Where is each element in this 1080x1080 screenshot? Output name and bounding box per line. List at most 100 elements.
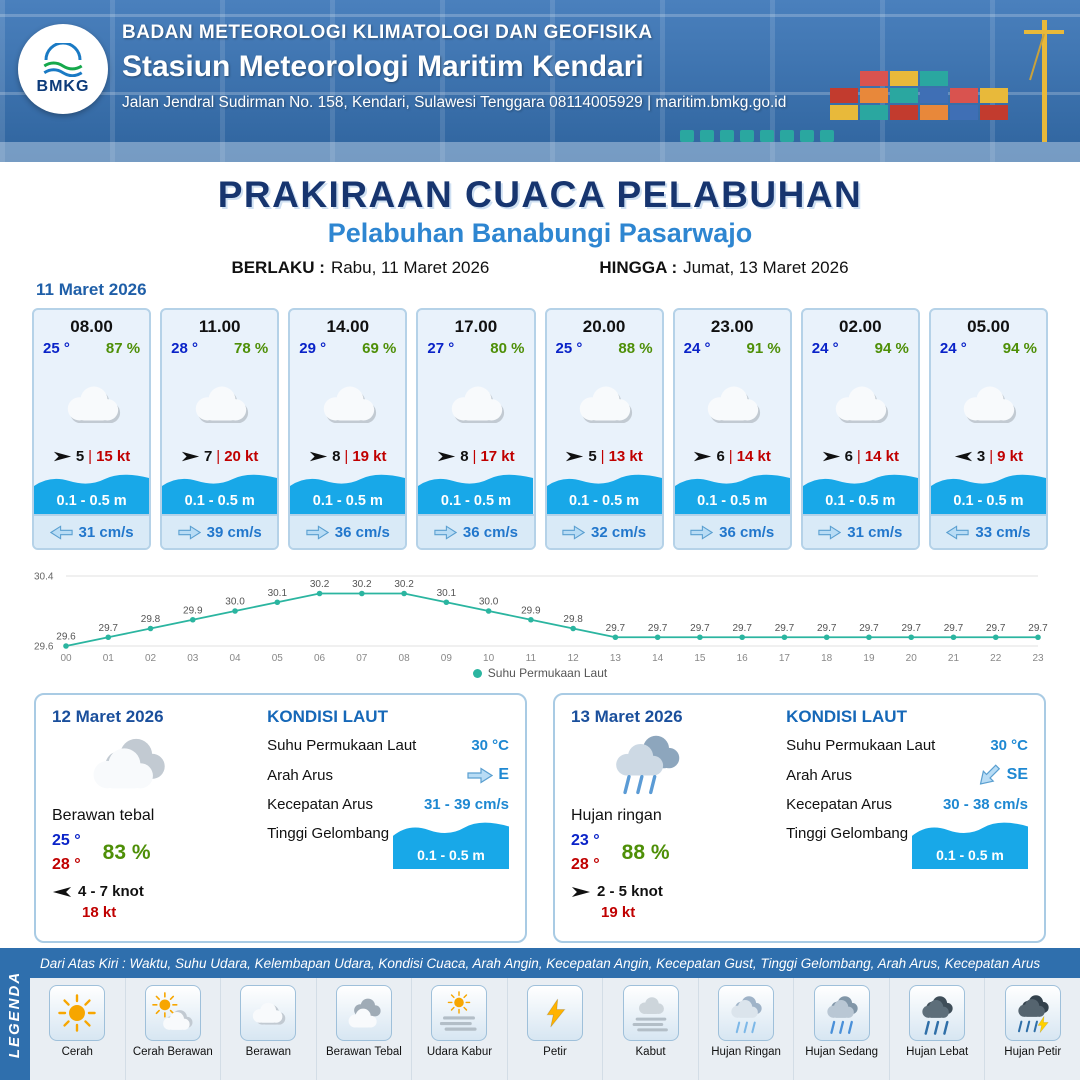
divider: | xyxy=(88,448,93,465)
svg-text:30.4: 30.4 xyxy=(34,572,54,583)
svg-text:09: 09 xyxy=(441,653,453,664)
daily-gust: 19 kt xyxy=(601,904,636,921)
svg-text:16: 16 xyxy=(737,653,749,664)
svg-text:30.2: 30.2 xyxy=(394,579,414,590)
svg-text:03: 03 xyxy=(187,653,199,664)
wave-height-band: 0.1 - 0.5 m xyxy=(290,470,405,514)
moderate-rain-icon xyxy=(813,985,870,1041)
svg-text:05: 05 xyxy=(272,653,284,664)
sea-title: KONDISI LAUT xyxy=(267,707,388,726)
bmkg-logo-icon xyxy=(43,42,83,77)
forecast-card: 20.00 25 ° 88 % 5 | 13 kt 0.1 - 0.5 m 32 … xyxy=(544,308,664,550)
validity-row: BERLAKU : Rabu, 11 Maret 2026 HINGGA : Jum… xyxy=(0,258,1080,278)
wave-height-value: 0.1 - 0.5 m xyxy=(417,847,485,863)
svg-text:29.7: 29.7 xyxy=(690,623,710,634)
valid-from-value: Rabu, 11 Maret 2026 xyxy=(330,258,490,277)
current-speed: 32 cm/s xyxy=(591,523,647,541)
wind-gust: 13 kt xyxy=(608,448,643,465)
cloud-icon xyxy=(162,357,277,448)
sun-icon xyxy=(49,985,106,1041)
header-floor xyxy=(0,142,1080,162)
legend-item: Hujan Lebat xyxy=(888,978,985,1080)
divider: | xyxy=(216,448,221,465)
forecast-card: 23.00 24 ° 91 % 6 | 14 kt 0.1 - 0.5 m 36 … xyxy=(672,308,792,550)
svg-text:02: 02 xyxy=(145,653,157,664)
daily-date: 13 Maret 2026 xyxy=(571,707,683,726)
cloud-icon xyxy=(290,357,405,448)
wind-gust: 20 kt xyxy=(224,448,259,465)
daily-condition: Berawan tebal xyxy=(52,807,155,824)
svg-text:22: 22 xyxy=(990,653,1002,664)
current-speed-label: Kecepatan Arus xyxy=(267,796,373,813)
wind-gust: 9 kt xyxy=(997,448,1023,465)
daily-temp-min: 25 ° xyxy=(52,832,81,849)
svg-text:01: 01 xyxy=(103,653,115,664)
current-row: 36 cm/s xyxy=(418,514,534,548)
legend-label: Hujan Petir xyxy=(1004,1046,1062,1058)
wave-label: Tinggi Gelombang xyxy=(786,825,909,842)
current-speed: 36 cm/s xyxy=(334,523,390,541)
bmkg-logo-text: BMKG xyxy=(36,77,90,95)
header-beam xyxy=(0,92,1080,95)
svg-text:29.8: 29.8 xyxy=(141,614,161,625)
sea-conditions: KONDISI LAUT Suhu Permukaan Laut 30 °C A… xyxy=(259,707,509,931)
valid-from-label: BERLAKU : xyxy=(231,258,325,277)
header: BMKG BADAN METEOROLOGI KLIMATOLOGI DAN G… xyxy=(0,0,1080,162)
valid-until: HINGGA : Jumat, 13 Maret 2026 xyxy=(599,258,848,278)
agency-name: BADAN METEOROLOGI KLIMATOLOGI DAN GEOFIS… xyxy=(122,22,653,43)
current-row: 32 cm/s xyxy=(546,514,662,548)
wave-height-band: 0.1 - 0.5 m xyxy=(34,470,149,514)
thick-cloud-icon xyxy=(335,985,392,1041)
svg-text:20: 20 xyxy=(906,653,918,664)
svg-text:30.1: 30.1 xyxy=(268,588,288,599)
wind-direction-icon xyxy=(53,451,72,462)
legend-title: LEGENDA xyxy=(6,970,24,1058)
current-direction-icon xyxy=(818,525,841,540)
forecast-card: 14.00 29 ° 69 % 8 | 19 kt 0.1 - 0.5 m 36 … xyxy=(288,308,408,550)
wind-direction-icon xyxy=(181,451,200,462)
divider: | xyxy=(728,448,733,465)
svg-text:13: 13 xyxy=(610,653,622,664)
sun-cloud-icon xyxy=(144,985,201,1041)
daily-wind-range: 4 - 7 knot xyxy=(78,883,144,900)
card-temp: 24 ° xyxy=(683,340,711,357)
wave-label: Tinggi Gelombang xyxy=(267,825,390,842)
card-temp: 24 ° xyxy=(811,340,839,357)
daily-temp-row: 25 ° 28 ° 83 % xyxy=(52,829,253,877)
card-time: 17.00 xyxy=(454,317,498,336)
svg-text:29.7: 29.7 xyxy=(986,623,1006,634)
title-block: PRAKIRAAN CUACA PELABUHAN Pelabuhan Bana… xyxy=(0,162,1080,280)
cloud-icon xyxy=(418,357,533,448)
port-name: Pelabuhan Banabungi Pasarwajo xyxy=(327,218,753,248)
daily-temp-row: 23 ° 28 ° 88 % xyxy=(571,829,772,877)
card-wind-row: 6 | 14 kt xyxy=(803,448,918,470)
legend-item: Berawan xyxy=(220,978,316,1080)
wind-speed: 6 xyxy=(716,448,725,465)
wind-direction-icon xyxy=(693,451,712,462)
daily-condition: Hujan ringan xyxy=(571,807,662,824)
wind-gust: 19 kt xyxy=(352,448,387,465)
card-wind-row: 6 | 14 kt xyxy=(675,448,790,470)
sst-chart-block: 30.4 29.6 29.6 00 29.7 01 29.8 02 29.9 03 30.0 04 30… xyxy=(0,558,1080,688)
daily-card: 13 Maret 2026 Hujan ringan 23 ° 28 ° 88 … xyxy=(553,693,1046,943)
daily-left: 13 Maret 2026 Hujan ringan 23 ° 28 ° 88 … xyxy=(571,707,772,931)
forecast-card: 05.00 24 ° 94 % 3 | 9 kt 0.1 - 0.5 m 33 c… xyxy=(928,308,1048,550)
wind-direction-icon xyxy=(954,451,973,462)
cloud-icon xyxy=(931,357,1046,448)
sea-title: KONDISI LAUT xyxy=(786,707,907,726)
wave-height: 0.1 - 0.5 m xyxy=(440,493,511,509)
cloud-icon xyxy=(34,357,149,448)
legend-item: Cerah xyxy=(30,978,125,1080)
card-wind-row: 5 | 15 kt xyxy=(34,448,149,470)
svg-text:29.7: 29.7 xyxy=(648,623,668,634)
light-rain-icon xyxy=(718,985,775,1041)
legend-dot-icon xyxy=(472,668,482,678)
wind-speed: 3 xyxy=(976,448,986,465)
svg-text:07: 07 xyxy=(356,653,368,664)
forecast-card: 17.00 27 ° 80 % 8 | 17 kt 0.1 - 0.5 m 36 … xyxy=(416,308,536,550)
bmkg-logo: BMKG xyxy=(18,24,108,114)
current-direction-icon xyxy=(690,525,713,540)
daily-temp-max: 28 ° xyxy=(571,856,600,873)
heavy-rain-icon xyxy=(909,985,966,1041)
svg-text:17: 17 xyxy=(779,653,791,664)
